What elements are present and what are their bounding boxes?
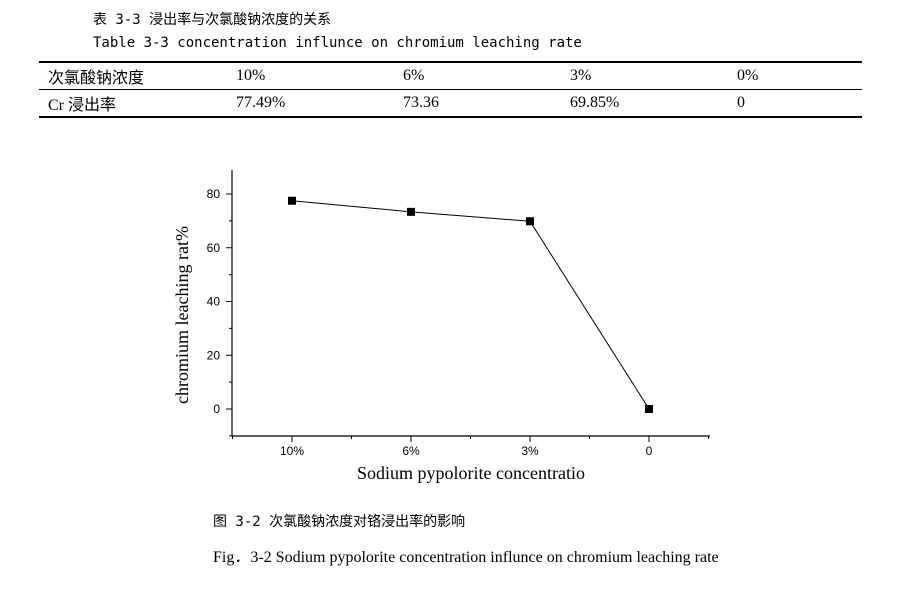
leaching-rate-line-chart: 0 20 40 60 80 10% 6% 3% 0 Sodium pypolorite conc…: [172, 170, 710, 483]
table-cell: 10%: [236, 61, 403, 90]
y-tick-label: 40: [207, 295, 221, 309]
x-tick-label: 3%: [521, 444, 539, 458]
table-cell: 3%: [570, 61, 737, 90]
x-tick-label: 0: [646, 444, 653, 458]
y-axis-label: chromium leaching rat%: [172, 226, 192, 404]
data-point-marker: [526, 217, 534, 226]
table-caption-chinese: 表 3-3 浸出率与次氯酸钠浓度的关系: [93, 12, 332, 28]
chart-ticks: 0 20 40 60 80 10% 6% 3% 0: [207, 187, 709, 458]
x-tick-label: 6%: [402, 444, 420, 458]
data-point-marker: [288, 196, 296, 205]
table-cell: 73.36: [403, 89, 570, 118]
y-tick-label: 80: [207, 187, 221, 201]
y-tick-label: 0: [213, 402, 220, 416]
figure-caption-chinese: 图 3-2 次氯酸钠浓度对铬浸出率的影响: [213, 514, 466, 530]
table-cell: Cr 浸出率: [39, 89, 236, 118]
table-cell: 77.49%: [236, 89, 403, 118]
data-point-marker: [645, 405, 653, 413]
y-tick-label: 20: [207, 348, 221, 362]
table-cell: 次氯酸钠浓度: [39, 61, 236, 90]
data-point-marker: [407, 207, 415, 216]
table-cell: 0: [737, 89, 862, 118]
y-tick-label: 60: [207, 241, 221, 255]
table-cell: 0%: [737, 61, 862, 90]
series-line: [291, 200, 650, 410]
x-axis-label: Sodium pypolorite concentratio: [357, 463, 585, 483]
table-cell: 69.85%: [570, 89, 737, 118]
chart-series: [288, 196, 653, 413]
figure-caption-english: Fig．3-2 Sodium pypolorite concentration …: [213, 549, 719, 566]
table-row-leaching-rate: Cr 浸出率 77.49% 73.36 69.85% 0: [39, 89, 862, 118]
table-row-concentration: 次氯酸钠浓度 10% 6% 3% 0%: [39, 61, 862, 90]
x-tick-label: 10%: [280, 444, 304, 458]
chart-axes: [231, 170, 710, 437]
data-table: 次氯酸钠浓度 10% 6% 3% 0% Cr 浸出率 77.49% 73.36 …: [39, 61, 862, 118]
table-caption-english: Table 3-3 concentration influnce on chro…: [93, 35, 582, 51]
table-cell: 6%: [403, 61, 570, 90]
